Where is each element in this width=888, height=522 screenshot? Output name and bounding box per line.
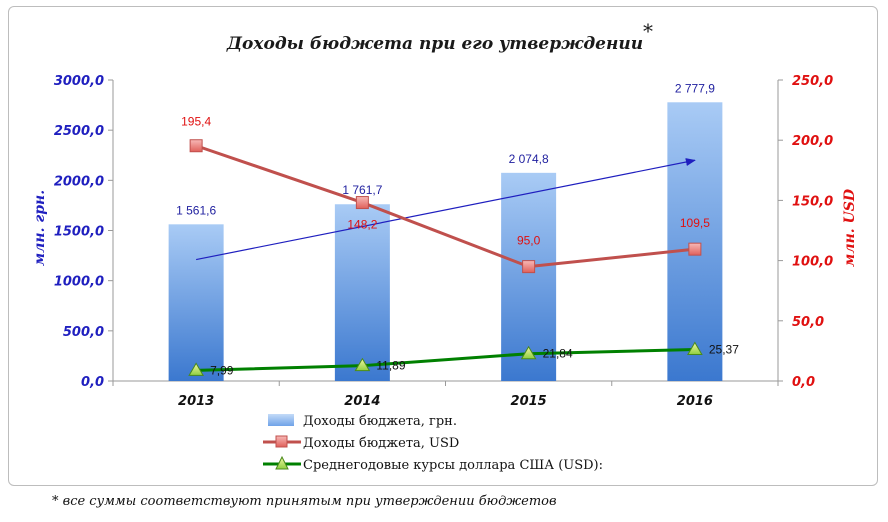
legend-label-usd: Доходы бюджета, USD: [303, 436, 459, 451]
legend-item-usd: Доходы бюджета, USD: [263, 435, 459, 451]
legend-bar-swatch: [268, 414, 294, 426]
left-tick-label: 1500,0: [54, 225, 104, 240]
legend-item-bars: Доходы бюджета, грн.: [268, 414, 457, 429]
legend-item-rate: Среднегодовые курсы доллара США (USD):: [263, 455, 603, 473]
rate-line: [196, 347, 695, 372]
left-tick-label: 1000,0: [54, 275, 104, 290]
bar: [667, 102, 723, 382]
left-axis-title: млн. грн.: [32, 190, 48, 266]
bar-value-label: 1 761,7: [342, 183, 382, 197]
left-tick-label: 0,0: [81, 375, 104, 390]
legend-usd-marker: [275, 435, 288, 448]
rate-value-label: 7,99: [210, 363, 234, 377]
trend-arrow: [196, 158, 696, 261]
usd-value-label: 109,5: [680, 216, 710, 230]
usd-point: [355, 196, 369, 210]
x-tick-label: 2015: [511, 394, 547, 409]
chart-frame: [8, 6, 878, 486]
usd-point: [688, 242, 702, 256]
legend-rate-marker: [275, 455, 289, 470]
line-series: [188, 139, 703, 376]
left-tick-label: 500,0: [63, 325, 104, 340]
bar-value-label: 2 074,8: [509, 152, 549, 166]
x-tick-label: 2013: [178, 394, 214, 409]
bar-series: [168, 102, 723, 382]
right-axis-title: млн. USD: [842, 188, 858, 267]
rate-value-label: 25,37: [709, 342, 739, 356]
left-tick-label: 2500,0: [54, 124, 104, 139]
legend-label-bars: Доходы бюджета, грн.: [303, 414, 457, 429]
legend-label-rate: Среднегодовые курсы доллара США (USD):: [303, 458, 603, 473]
usd-point: [189, 139, 203, 153]
usd-value-label: 195,4: [181, 115, 211, 129]
bar-value-label: 1 561,6: [176, 203, 216, 217]
right-tick-label: 200,0: [792, 134, 833, 149]
bar: [334, 204, 390, 381]
usd-value-label: 148,2: [347, 218, 377, 232]
right-tick-label: 150,0: [792, 194, 833, 209]
chart-title: Доходы бюджета при его утверждении: [226, 34, 643, 54]
left-tick-label: 3000,0: [54, 74, 104, 89]
rate-point: [354, 357, 371, 372]
data-labels: 1 561,6 1 761,7 2 074,8 2 777,9 195,4 148,2 95…: [176, 81, 739, 377]
right-tick-label: 250,0: [792, 74, 833, 89]
right-tick-label: 0,0: [792, 375, 815, 390]
axes: 0,0 500,0 1000,0 1500,0 2000,0 2500,0 3000,0 0,…: [54, 74, 833, 409]
rate-point: [687, 341, 703, 355]
title-asterisk: *: [643, 19, 653, 43]
usd-value-label: 95,0: [517, 234, 541, 248]
bar-value-label: 2 777,9: [675, 81, 715, 95]
bar: [168, 224, 224, 381]
right-tick-label: 50,0: [792, 315, 824, 330]
rate-value-label: 11,89: [376, 359, 405, 373]
right-tick-label: 100,0: [792, 255, 833, 270]
x-tick-label: 2016: [677, 394, 713, 409]
footnote: * все суммы соответствуют принятым при у…: [52, 494, 557, 509]
x-tick-label: 2014: [344, 394, 380, 409]
usd-line: [195, 144, 696, 269]
rate-value-label: 21,84: [543, 347, 573, 361]
trend-line: [196, 158, 696, 261]
rate-point: [188, 362, 204, 376]
left-tick-label: 2000,0: [54, 174, 104, 189]
usd-point: [522, 260, 536, 274]
rate-point: [520, 345, 537, 360]
legend: Доходы бюджета, грн. Доходы бюджета, USD…: [263, 414, 603, 473]
